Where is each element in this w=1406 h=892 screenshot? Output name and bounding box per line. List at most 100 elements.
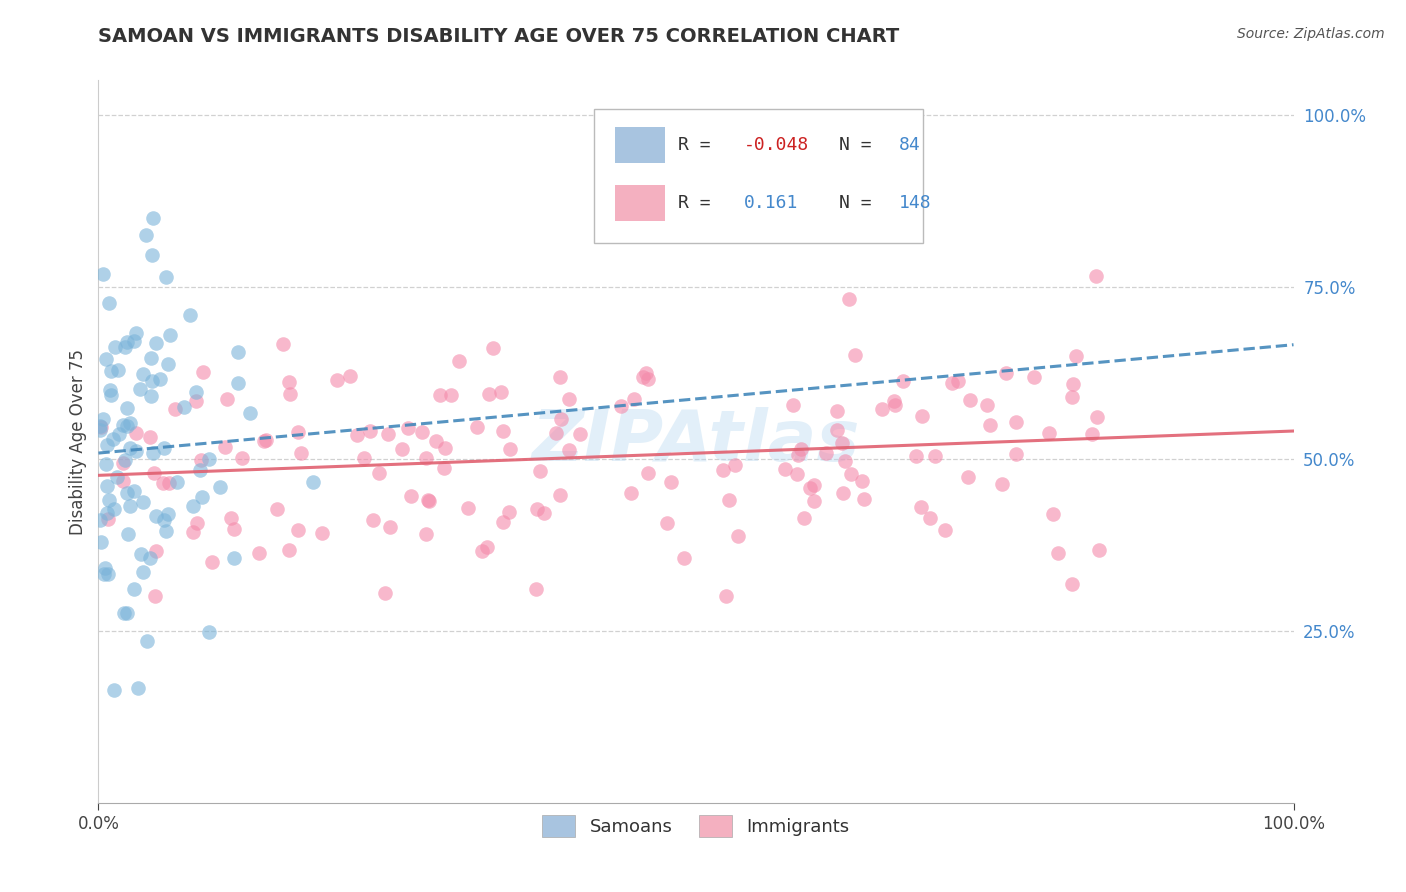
Point	[239, 406, 262, 420]
Point	[655, 516, 678, 530]
Text: Source: ZipAtlas.com: Source: ZipAtlas.com	[1237, 27, 1385, 41]
Point	[891, 374, 914, 388]
Point	[125, 426, 148, 441]
Point	[97, 512, 120, 526]
Point	[132, 368, 155, 382]
Point	[155, 524, 177, 538]
Point	[104, 340, 127, 354]
Point	[141, 247, 163, 261]
Point	[226, 376, 249, 390]
Point	[125, 443, 148, 458]
Point	[145, 335, 167, 350]
Point	[550, 412, 572, 426]
Point	[125, 326, 148, 340]
Point	[1064, 349, 1087, 363]
Point	[440, 388, 463, 402]
Point	[142, 446, 165, 460]
Point	[156, 507, 179, 521]
Text: 148: 148	[900, 194, 932, 212]
Point	[120, 416, 142, 430]
Point	[1085, 269, 1108, 284]
Point	[129, 382, 152, 396]
Point	[433, 461, 456, 475]
Point	[290, 446, 312, 460]
Point	[253, 434, 276, 449]
Point	[558, 392, 581, 406]
Point	[231, 450, 253, 465]
Point	[870, 402, 893, 417]
Point	[226, 345, 249, 359]
Point	[201, 555, 224, 569]
Point	[851, 474, 873, 488]
Point	[143, 590, 166, 604]
FancyBboxPatch shape	[614, 185, 665, 221]
Point	[396, 421, 419, 435]
Point	[544, 426, 567, 441]
Point	[173, 400, 195, 414]
Text: N =: N =	[839, 194, 872, 212]
Point	[132, 494, 155, 508]
Point	[277, 375, 299, 389]
Point	[114, 453, 136, 467]
Point	[96, 351, 118, 366]
Point	[1087, 542, 1109, 557]
FancyBboxPatch shape	[614, 128, 665, 163]
Point	[471, 544, 494, 558]
Point	[89, 513, 111, 527]
Point	[934, 523, 956, 537]
Point	[550, 488, 572, 502]
Point	[1005, 447, 1028, 461]
Point	[142, 211, 165, 225]
Point	[568, 427, 591, 442]
Point	[114, 340, 136, 354]
Point	[179, 308, 201, 322]
Point	[153, 513, 176, 527]
Point	[266, 502, 288, 516]
Point	[1060, 390, 1083, 404]
Point	[208, 480, 231, 494]
Point	[141, 375, 163, 389]
Point	[524, 582, 547, 597]
Point	[198, 452, 221, 467]
Point	[834, 454, 856, 468]
Point	[287, 523, 309, 537]
Point	[782, 398, 804, 412]
Point	[492, 515, 515, 529]
Point	[918, 510, 941, 524]
Point	[94, 457, 117, 471]
Point	[186, 385, 208, 400]
Point	[214, 440, 236, 454]
Point	[380, 520, 402, 534]
Point	[127, 681, 149, 695]
Point	[803, 494, 825, 508]
Point	[111, 474, 134, 488]
Point	[825, 404, 848, 418]
Point	[139, 430, 162, 444]
Point	[884, 398, 907, 412]
Point	[117, 334, 139, 349]
Point	[346, 428, 368, 442]
Point	[526, 501, 548, 516]
Point	[883, 394, 905, 409]
Point	[91, 412, 114, 426]
Point	[190, 453, 212, 467]
Point	[994, 366, 1017, 380]
Point	[107, 426, 129, 441]
Point	[122, 334, 145, 349]
Point	[786, 467, 808, 481]
Text: SAMOAN VS IMMIGRANTS DISABILITY AGE OVER 75 CORRELATION CHART: SAMOAN VS IMMIGRANTS DISABILITY AGE OVER…	[98, 27, 900, 45]
Point	[465, 420, 488, 434]
Point	[353, 451, 375, 466]
Point	[415, 450, 437, 465]
Point	[905, 450, 928, 464]
Point	[186, 393, 208, 408]
Point	[941, 376, 963, 391]
Point	[391, 442, 413, 456]
Point	[217, 392, 239, 406]
Point	[193, 365, 215, 379]
Point	[112, 606, 135, 620]
Point	[377, 427, 399, 442]
Point	[96, 506, 118, 520]
Point	[711, 463, 734, 477]
Point	[959, 393, 981, 408]
